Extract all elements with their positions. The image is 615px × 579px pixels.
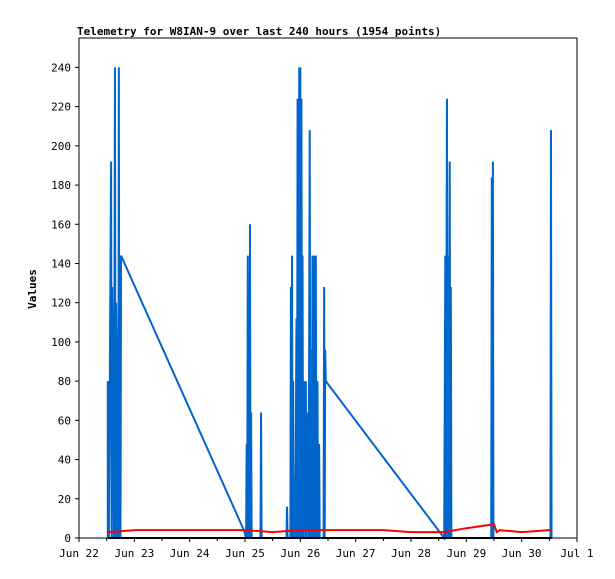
y-tick-label: 220 — [51, 101, 71, 114]
y-tick-label: 0 — [64, 532, 71, 545]
x-tick-label: Jun 30 — [502, 547, 542, 560]
y-tick-label: 160 — [51, 218, 71, 231]
x-axis: Jun 22 Jun 23 Jun 24 Jun 25 Jun 26 Jun 27 Jun … — [59, 538, 594, 560]
y-tick-label: 140 — [51, 257, 71, 270]
x-tick-label: Jun 24 — [170, 547, 210, 560]
y-tick-label: 40 — [58, 454, 71, 467]
plot-frame — [78, 37, 578, 539]
x-tick-label: Jul 1 — [560, 547, 593, 560]
y-tick-label: 60 — [58, 414, 71, 427]
x-tick-label: Jun 22 — [59, 547, 99, 560]
y-tick-label: 80 — [58, 375, 71, 388]
y-tick-label: 240 — [51, 61, 71, 74]
x-tick-label: Jun 25 — [225, 547, 265, 560]
x-tick-label: Jun 23 — [114, 547, 154, 560]
series-layer — [106, 67, 553, 541]
x-tick-label: Jun 26 — [280, 547, 320, 560]
y-axis: 0 20 40 60 80 100 120 140 160 180 200 220 240 — [51, 61, 79, 545]
series-line-2 — [107, 523, 553, 534]
y-tick-label: 100 — [51, 336, 71, 349]
y-tick-label: 120 — [51, 297, 71, 310]
y-tick-label: 200 — [51, 140, 71, 153]
x-tick-label: Jun 28 — [391, 547, 431, 560]
x-tick-label: Jun 27 — [336, 547, 376, 560]
y-tick-label: 20 — [58, 493, 71, 506]
x-tick-label: Jun 29 — [446, 547, 486, 560]
chart-title: Telemetry for W8IAN-9 over last 240 hour… — [77, 25, 441, 38]
y-axis-label: Values — [26, 269, 39, 309]
y-tick-label: 180 — [51, 179, 71, 192]
